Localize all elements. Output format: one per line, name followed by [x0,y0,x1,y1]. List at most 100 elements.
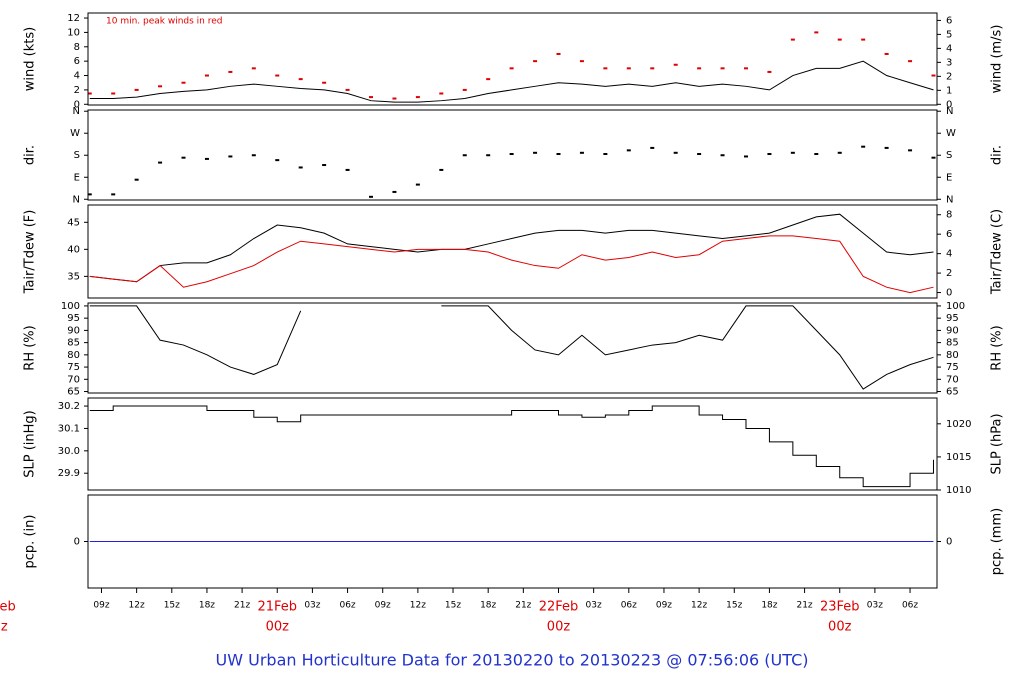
y-tick-label: W [70,128,80,139]
y-tick-label: 45 [67,217,80,228]
x-tick-label: 03z [586,601,602,611]
y2-tick-label: 8 [946,210,952,221]
y2-tick-label: 0 [946,99,952,110]
y2-axis-label: wind (m/s) [990,25,1005,94]
data-point [650,146,655,149]
data-point [486,154,491,157]
data-line [89,235,934,294]
y2-tick-label: 2 [946,268,952,279]
y-tick-label: N [73,194,80,205]
data-point [673,151,678,154]
x-tick-label: 09z [93,601,109,611]
y-axis-label: RH (%) [23,325,38,370]
y-tick-label: 10 [67,27,80,38]
panel-frame [87,397,938,491]
data-point [181,156,186,159]
page-title: UW Urban Horticulture Data for 20130220 … [216,651,809,670]
data-point [720,67,725,70]
y2-axis-label: dir. [990,145,1005,165]
data-point [814,153,819,156]
data-point [884,52,889,55]
data-point [228,155,233,158]
panel-frame [87,109,938,201]
data-point [861,38,866,41]
y-axis-label: pcp. (in) [23,515,38,569]
y-tick-label: 40 [67,244,80,255]
date-label: 23Feb [820,600,860,615]
data-point [204,157,209,160]
data-point [415,183,420,186]
x-tick-label: 06z [902,601,918,611]
y2-tick-label: 85 [946,338,959,349]
x-tick-label: 21z [515,601,531,611]
y2-tick-label: 6 [946,229,952,240]
x-tick-label: 15z [726,601,742,611]
data-point [345,168,350,171]
y2-tick-label: 0 [946,288,952,299]
y-tick-label: 80 [67,350,80,361]
data-point [556,153,561,156]
x-tick-label: 00z [547,620,571,635]
data-point [931,74,936,77]
y-tick-label: 2 [74,85,80,96]
data-point [603,153,608,156]
data-point [369,96,373,99]
data-point [298,166,303,169]
annotation: 10 min. peak winds in red [106,17,223,27]
data-point [743,67,748,70]
panel-frame [87,494,938,589]
data-point [111,92,116,95]
data-point [673,63,678,66]
data-point [251,154,256,157]
data-point [228,70,233,73]
y2-tick-label: 75 [946,362,959,373]
data-point [533,60,538,63]
data-point [462,88,467,91]
data-point [697,153,702,156]
y2-tick-label: S [946,150,952,161]
y2-axis-label: SLP (hPa) [990,413,1005,474]
x-tick-label: 00z [266,620,290,635]
panel: 35 40 45 0 2 4 6 8 Tair/Tdew (F) Tair/Tdew (C) [23,204,1005,299]
y2-tick-label: 95 [946,313,959,324]
y-tick-label: 35 [67,271,80,282]
y-tick-label: S [74,150,80,161]
panel-frame [87,12,938,106]
panel-frame [87,302,938,394]
data-point [743,155,748,158]
x-tick-label: 09z [375,601,391,611]
y2-axis-label: Tair/Tdew (C) [990,209,1005,295]
y-tick-label: 30.0 [58,446,80,457]
data-point [908,149,913,152]
y-tick-label: E [74,172,80,183]
y2-tick-label: N [946,194,953,205]
y-tick-label: 65 [67,387,80,398]
data-point [392,97,397,100]
y2-tick-label: 1020 [946,419,971,430]
y-tick-label: 100 [61,301,80,312]
data-point [275,159,280,162]
data-point [134,88,139,91]
data-point [158,161,163,164]
data-point [298,78,303,81]
y2-axis-label: pcp. (mm) [990,508,1005,575]
y-tick-label: 29.9 [58,468,80,479]
x-tick-label: 00z [0,620,8,635]
data-point [181,81,186,84]
y-tick-label: 8 [74,42,80,53]
y-tick-label: 0 [74,537,80,548]
data-line [89,405,934,488]
y-tick-label: 75 [67,362,80,373]
data-point [134,178,139,181]
y-tick-label: 70 [67,374,80,385]
data-point [439,168,444,171]
data-point [111,193,116,196]
data-point [439,92,444,95]
x-tick-label: 12z [410,601,426,611]
panel: 29.9 30.0 30.1 30.2 1010 1015 1020 SLP (inHg) SL… [23,397,1005,496]
y2-tick-label: 0 [946,537,952,548]
y-axis-label: wind (kts) [23,27,38,91]
y-tick-label: 12 [67,13,80,24]
y-tick-label: 30.1 [58,423,80,434]
